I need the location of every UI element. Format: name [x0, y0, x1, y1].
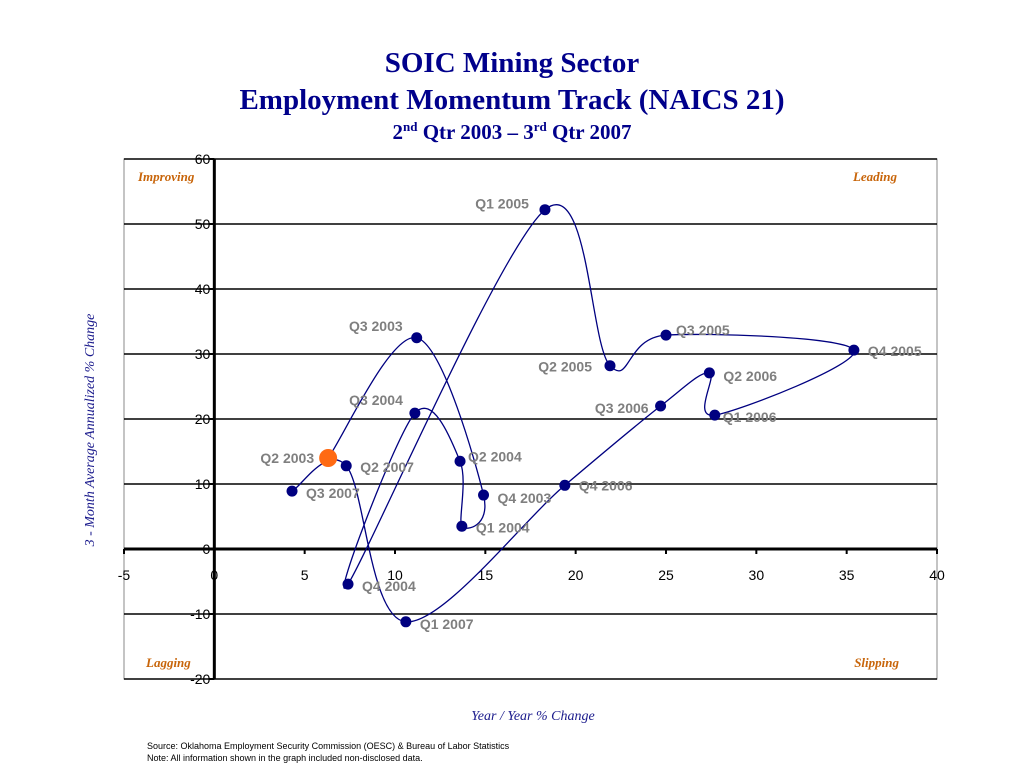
point	[456, 520, 468, 532]
point	[478, 489, 490, 501]
point-label: Q3 2007	[306, 485, 360, 501]
y-tick-label: -20	[190, 671, 210, 687]
point-label: Q4 2006	[579, 477, 633, 493]
y-tick-label: 20	[195, 411, 211, 427]
point-label: Q1 2007	[420, 616, 474, 632]
source-note: Note: All information shown in the graph…	[147, 753, 423, 763]
point-label: Q2 2006	[723, 368, 777, 384]
x-tick-label: 20	[568, 567, 584, 583]
y-axis-label: 3 - Month Average Annualized % Change	[83, 314, 98, 548]
point-label: Q4 2004	[362, 578, 416, 594]
point-label: Q3 2003	[349, 318, 403, 334]
subtitle-part: rd	[534, 119, 548, 134]
x-tick-label: -5	[118, 567, 131, 583]
x-tick-label: 30	[749, 567, 765, 583]
point	[604, 360, 616, 372]
y-tick-label: 10	[195, 476, 211, 492]
point-label: Q2 2005	[538, 359, 592, 375]
chart-subtitle: 2nd Qtr 2003 – 3rd Qtr 2007	[392, 119, 631, 144]
point	[342, 578, 354, 590]
point	[559, 479, 571, 491]
point	[454, 455, 466, 467]
point	[319, 449, 338, 467]
x-tick-label: 25	[658, 567, 674, 583]
point	[848, 344, 860, 356]
quadrant-label: Lagging	[145, 655, 191, 670]
quadrant-label: Slipping	[854, 655, 899, 670]
point-label: Q2 2007	[360, 459, 414, 475]
y-tick-label: 60	[195, 151, 211, 167]
source-note: Source: Oklahoma Employment Security Com…	[147, 741, 510, 751]
x-axis-label: Year / Year % Change	[471, 709, 594, 724]
y-tick-label: 40	[195, 281, 211, 297]
x-tick-label: 35	[839, 567, 855, 583]
point-label: Q1 2004	[476, 519, 530, 535]
x-tick-label: 15	[478, 567, 494, 583]
chart-title: Employment Momentum Track (NAICS 21)	[239, 84, 784, 116]
point	[655, 400, 667, 412]
point	[286, 485, 298, 497]
point-label: Q1 2006	[723, 409, 777, 425]
quadrant-label: Leading	[852, 169, 898, 184]
subtitle-part: nd	[403, 119, 418, 134]
point-label: Q3 2004	[349, 392, 403, 408]
y-tick-label: 50	[195, 216, 211, 232]
subtitle-part: 2	[392, 120, 403, 144]
x-tick-label: 10	[387, 567, 403, 583]
point	[539, 204, 551, 216]
y-tick-label: -10	[190, 606, 210, 622]
x-tick-label: 40	[929, 567, 945, 583]
point-label: Q4 2003	[498, 490, 552, 506]
x-tick-label: 5	[301, 567, 309, 583]
y-tick-label: 30	[195, 346, 211, 362]
point	[703, 367, 715, 379]
point-label: Q2 2003	[260, 450, 314, 466]
point	[400, 616, 412, 628]
subtitle-part: Qtr 2007	[547, 120, 632, 144]
point-label: Q3 2006	[595, 400, 649, 416]
point-label: Q4 2005	[868, 343, 922, 359]
point-label: Q1 2005	[475, 196, 529, 212]
point	[709, 409, 721, 421]
point	[409, 407, 421, 419]
quadrant-label: Improving	[137, 169, 195, 184]
point	[411, 332, 423, 344]
subtitle-part: Qtr 2003 – 3	[417, 120, 533, 144]
point-label: Q2 2004	[468, 448, 522, 464]
chart-title: SOIC Mining Sector	[385, 47, 640, 79]
point	[340, 460, 352, 472]
point-label: Q3 2005	[676, 322, 730, 338]
point	[660, 329, 672, 341]
